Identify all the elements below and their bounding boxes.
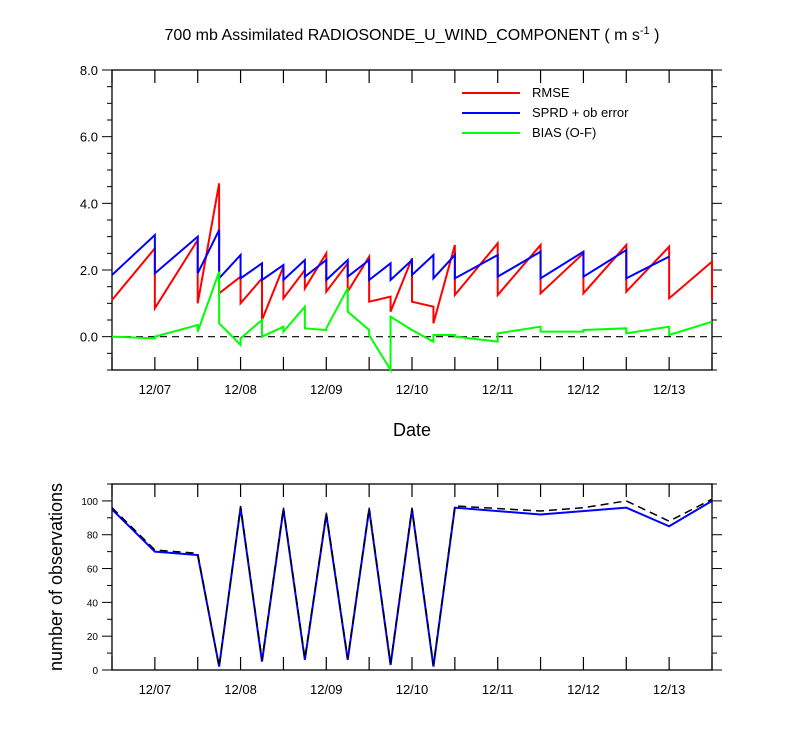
y-tick-label: 80 (87, 531, 99, 542)
legend-label: SPRD + ob error (532, 105, 629, 120)
y-tick-label: 6.0 (80, 130, 98, 145)
y-tick-label: 4.0 (80, 196, 98, 211)
x-tick-label: 12/12 (567, 682, 600, 697)
legend-label: BIAS (O-F) (532, 125, 596, 140)
legend-label: RMSE (532, 85, 570, 100)
x-tick-label: 12/12 (567, 382, 600, 397)
series-sprd-ob-error-line (111, 229, 670, 283)
series-possible-line (111, 498, 713, 667)
y-tick-label: 2.0 (80, 263, 98, 278)
chart-title-text: 700 mb Assimilated RADIOSONDE_U_WIND_COM… (165, 27, 640, 44)
series-bias-o-f-line (111, 271, 713, 374)
x-tick-label: 12/13 (653, 382, 686, 397)
x-tick-label: 12/08 (224, 682, 257, 697)
x-tick-label: 12/09 (310, 682, 343, 697)
x-tick-label: 12/10 (396, 682, 429, 697)
x-tick-label: 12/11 (482, 682, 514, 697)
y-tick-label: 0 (92, 666, 98, 677)
y-tick-label: 100 (81, 497, 98, 508)
bottom-panel: 100 80 60 40 20 0 12/07 12/08 12/09 12/10 12/11 12/… (46, 483, 722, 697)
x-tick-label: 12/13 (653, 682, 686, 697)
y-tick-label: 20 (87, 632, 99, 643)
series-used-line (111, 500, 713, 667)
y-tick-label: 8.0 (80, 63, 98, 78)
x-tick-label: 12/11 (482, 382, 514, 397)
y-tick-label: 0.0 (80, 330, 98, 345)
y-tick-label: 40 (87, 598, 99, 609)
top-panel: 8.0 6.0 4.0 2.0 0.0 12/07 12/08 12/09 12/10 12/11… (80, 63, 722, 440)
x-axis-title: Date (393, 420, 431, 440)
chart-title-superscript: -1 (640, 25, 650, 37)
chart-title-suffix: ) (650, 27, 660, 44)
x-tick-label: 12/10 (396, 382, 429, 397)
x-tick-label: 12/07 (139, 382, 172, 397)
x-tick-label: 12/09 (310, 382, 343, 397)
chart-title: 700 mb Assimilated RADIOSONDE_U_WIND_COM… (165, 25, 660, 44)
y-tick-label: 60 (87, 565, 99, 576)
x-tick-label: 12/08 (224, 382, 257, 397)
y-axis-title: number of observations (46, 483, 66, 671)
x-tick-label: 12/07 (139, 682, 172, 697)
